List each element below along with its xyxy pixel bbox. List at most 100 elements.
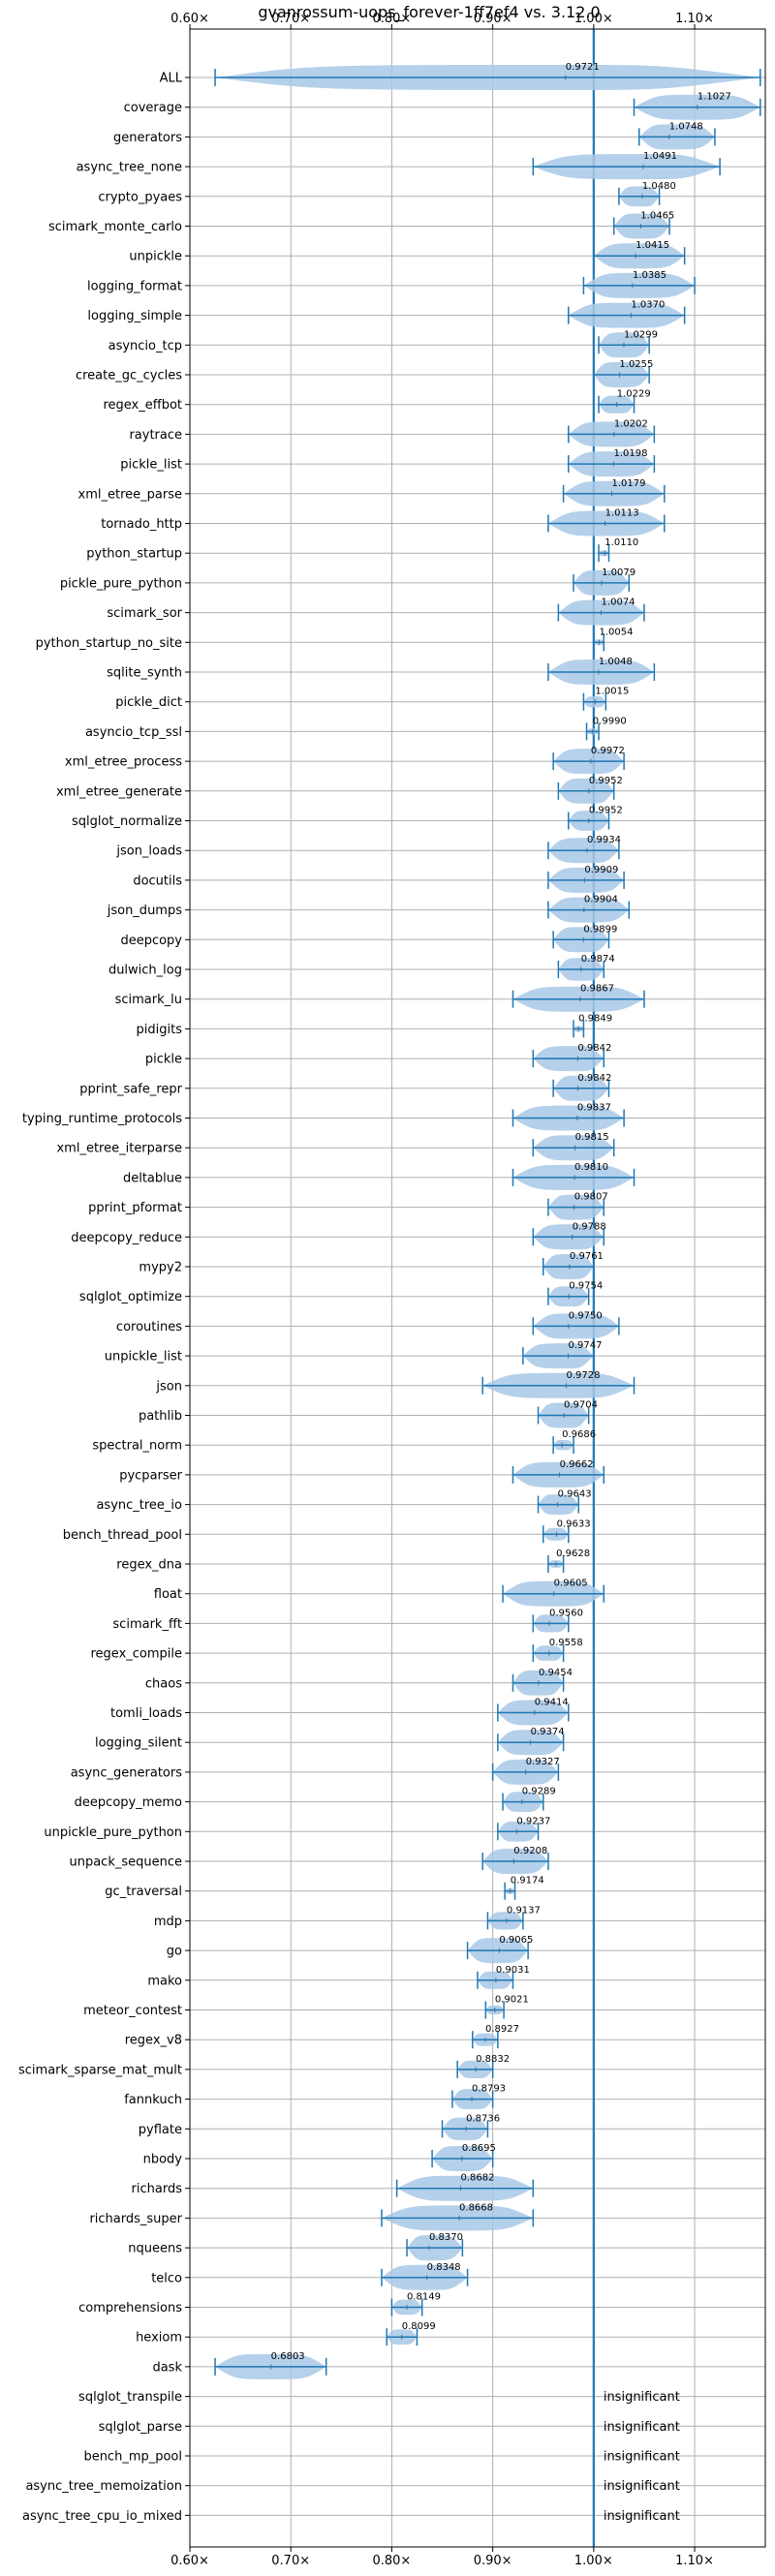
category-label: sqlglot_normalize xyxy=(72,814,182,829)
category-label: pyflate xyxy=(139,2123,182,2137)
insignificant-label: insignificant xyxy=(604,2420,680,2435)
category-label: scimark_lu xyxy=(115,993,182,1007)
value-label: 1.0299 xyxy=(624,329,658,340)
top-tick-label: 0.70× xyxy=(271,12,310,26)
category-label: async_tree_memoization xyxy=(25,2479,182,2494)
value-label: 0.9952 xyxy=(589,806,623,816)
category-label: mdp xyxy=(154,1915,182,1929)
value-label: 0.9643 xyxy=(558,1489,592,1500)
value-label: 0.9909 xyxy=(584,865,618,875)
insignificant-label: insignificant xyxy=(604,2479,680,2494)
value-label: 1.0015 xyxy=(595,687,629,697)
category-label: pickle_list xyxy=(120,458,182,473)
bottom-tick-label: 0.70× xyxy=(271,2554,310,2568)
category-label: float xyxy=(154,1587,182,1602)
category-label: create_gc_cycles xyxy=(76,369,182,383)
bottom-tick-label: 0.80× xyxy=(372,2554,411,2568)
bottom-tick-label: 1.10× xyxy=(675,2554,714,2568)
value-label: 0.9686 xyxy=(562,1429,596,1440)
value-label: 0.9414 xyxy=(535,1698,569,1708)
category-labels: ALL coverage generators async_tree_nonecryp… xyxy=(18,72,183,2524)
value-label: 0.8099 xyxy=(402,2321,436,2332)
category-label: asyncio_tcp_ssl xyxy=(85,725,182,740)
category-label: regex_effbot xyxy=(103,398,182,413)
category-label: docutils xyxy=(133,874,182,888)
category-label: tornado_http xyxy=(101,517,182,532)
category-label: pycparser xyxy=(119,1468,182,1483)
category-label: ALL xyxy=(160,72,183,86)
value-label: 1.0480 xyxy=(642,181,676,192)
insignificant-label: insignificant xyxy=(604,2509,680,2524)
category-label: unpickle xyxy=(129,250,182,264)
chart-title: gvanrossum-uops_forever-1ff7ef4 vs. 3.12… xyxy=(258,3,600,22)
category-label: scimark_sparse_mat_mult xyxy=(18,2063,182,2077)
top-tick-label: 0.90× xyxy=(474,12,512,26)
value-label: 1.0074 xyxy=(602,598,636,608)
value-label: 1.0491 xyxy=(643,151,677,162)
value-label: 1.0229 xyxy=(617,389,651,400)
value-label: 0.8348 xyxy=(427,2262,461,2273)
category-label: chaos xyxy=(145,1676,182,1691)
value-label: 0.9208 xyxy=(513,1846,547,1856)
category-label: pickle_dict xyxy=(115,695,182,710)
category-label: richards_super xyxy=(89,2212,182,2226)
value-label: 0.9934 xyxy=(587,835,621,845)
value-label: 0.9454 xyxy=(539,1668,573,1678)
value-label: 0.9842 xyxy=(577,1043,611,1054)
value-label: 0.9899 xyxy=(583,924,617,935)
category-label: nqueens xyxy=(128,2242,182,2256)
value-label: 1.0113 xyxy=(605,508,639,519)
category-label: logging_simple xyxy=(87,309,182,323)
value-label: 0.9815 xyxy=(575,1132,609,1143)
category-label: pathlib xyxy=(139,1409,182,1424)
value-label: 0.8370 xyxy=(429,2232,463,2243)
insignificant-label: insignificant xyxy=(604,2450,680,2465)
category-label: scimark_sor xyxy=(107,606,182,621)
top-tick-label: 1.10× xyxy=(675,12,714,26)
category-label: bench_mp_pool xyxy=(83,2450,182,2465)
category-label: dulwich_log xyxy=(108,964,182,978)
value-label: 0.9558 xyxy=(549,1638,583,1648)
category-label: deepcopy_reduce xyxy=(71,1231,182,1245)
category-label: pickle xyxy=(145,1053,182,1067)
value-label: 0.9952 xyxy=(589,776,623,786)
value-label: 0.9842 xyxy=(577,1073,611,1084)
value-label: 0.9788 xyxy=(573,1221,606,1232)
value-label: 0.8682 xyxy=(460,2173,494,2184)
value-label: 0.9662 xyxy=(560,1459,594,1470)
value-label: 0.9728 xyxy=(566,1370,600,1381)
category-label: async_generators xyxy=(71,1765,183,1780)
category-label: asyncio_tcp xyxy=(108,339,182,353)
value-label: 1.0079 xyxy=(602,567,636,578)
bottom-tick-label: 0.90× xyxy=(474,2554,512,2568)
violins xyxy=(214,65,761,2379)
category-label: crypto_pyaes xyxy=(98,190,182,204)
value-label: 0.9990 xyxy=(593,716,627,726)
value-label: 0.9874 xyxy=(581,954,615,965)
category-label: scimark_fft xyxy=(112,1617,182,1632)
value-label: 0.6803 xyxy=(271,2351,305,2362)
category-label: pickle_pure_python xyxy=(60,576,182,591)
category-label: unpack_sequence xyxy=(69,1855,182,1870)
category-label: python_startup xyxy=(86,547,182,562)
value-label: 0.9065 xyxy=(499,1935,533,1946)
value-label: 0.9289 xyxy=(522,1787,556,1797)
bottom-tick-label: 1.00× xyxy=(574,2554,613,2568)
category-label: fannkuch xyxy=(124,2093,182,2107)
value-label: 0.8927 xyxy=(485,2024,519,2035)
category-label: nbody xyxy=(143,2153,183,2167)
category-label: xml_etree_process xyxy=(65,755,182,770)
category-label: logging_format xyxy=(87,279,182,293)
value-label: 1.0255 xyxy=(619,359,653,370)
category-label: unpickle_pure_python xyxy=(44,1825,182,1840)
grid-lines xyxy=(189,29,765,2547)
top-tick-label: 0.60× xyxy=(170,12,209,26)
category-label: mako xyxy=(147,1974,182,1988)
category-label: regex_v8 xyxy=(125,2034,182,2048)
value-label: 0.9761 xyxy=(570,1251,604,1262)
value-label: 0.9837 xyxy=(577,1103,611,1114)
value-label: 0.9972 xyxy=(591,746,625,756)
value-label: 1.0202 xyxy=(614,418,648,429)
category-label: hexiom xyxy=(136,2331,182,2346)
category-label: sqlglot_transpile xyxy=(78,2390,182,2405)
